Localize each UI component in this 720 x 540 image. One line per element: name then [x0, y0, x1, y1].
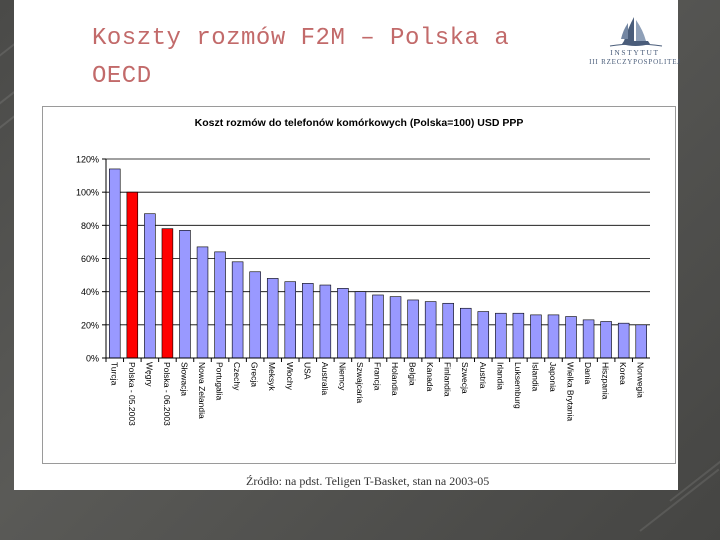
x-axis-labels: Turcja Polska - 05.2003 Węgry Polska - 06.2…	[105, 358, 646, 426]
x-tick-label: Turcja	[109, 362, 119, 386]
bar-3	[161, 228, 174, 359]
bar-24	[530, 314, 542, 359]
bar-29	[617, 322, 630, 359]
slide-page: Koszty rozmów F2M – Polska a OECD INSTYT…	[14, 0, 680, 490]
bar-4	[179, 230, 191, 359]
bar-2	[144, 213, 156, 359]
bar-0	[109, 168, 121, 359]
x-tick-label: USA	[302, 362, 312, 380]
y-tick-label: 120%	[76, 155, 99, 165]
x-tick-label: Austria	[478, 362, 488, 389]
y-tick-label: 20%	[81, 320, 99, 330]
y-tick-label: 80%	[81, 221, 99, 231]
x-tick-label: Japonia	[548, 362, 558, 392]
bar-19	[442, 302, 454, 359]
source-note: Źródło: na pdst. Teligen T-Basket, stan …	[246, 474, 490, 488]
x-tick-label: Luksemburg	[513, 362, 523, 409]
chart-bars	[109, 168, 647, 359]
bar-23	[512, 312, 525, 359]
chart-gridlines	[106, 158, 650, 326]
x-tick-label: Nowa Zelandia	[197, 362, 207, 419]
x-tick-label: Czechy	[232, 362, 242, 391]
chart-frame: Koszt rozmów do telefonów komórkowych (P…	[42, 106, 676, 464]
bar-16	[389, 296, 402, 359]
institute-logo: INSTYTUT III RZECZYPOSPOLITEJ	[570, 14, 700, 72]
y-tick-label: 100%	[76, 188, 99, 198]
bar-14	[354, 291, 367, 359]
bar-20	[460, 307, 472, 359]
y-tick-label: 0%	[86, 354, 99, 364]
y-axis-ticks: 0% 20% 40% 60% 80% 100% 120%	[76, 155, 106, 364]
x-tick-label: Irlandia	[495, 362, 505, 390]
x-tick-label: Wielka Brytania	[566, 362, 576, 421]
x-tick-label: Polska - 05.2003	[127, 362, 137, 426]
x-tick-label: Korea	[618, 362, 628, 385]
x-tick-label: Szwecja	[460, 362, 470, 394]
bar-chart: Koszt rozmów do telefonów komórkowych (P…	[76, 117, 650, 426]
x-tick-label: Finlandia	[443, 362, 453, 397]
x-tick-label: Meksyk	[267, 362, 277, 392]
bar-10	[284, 281, 296, 359]
bar-18	[424, 301, 437, 359]
bar-26	[565, 316, 577, 359]
bar-15	[372, 294, 384, 359]
ship-icon	[609, 17, 663, 47]
x-tick-label: Polska - 06.2003	[162, 362, 172, 426]
x-tick-label: Niemcy	[337, 362, 347, 391]
bar-1	[126, 191, 139, 359]
chart-title: Koszt rozmów do telefonów komórkowych (P…	[195, 117, 524, 129]
x-tick-label: Norwegia	[636, 362, 646, 398]
x-tick-label: Szwajcaria	[355, 362, 365, 403]
bar-13	[337, 288, 349, 359]
x-tick-label: Słowacja	[179, 362, 189, 396]
x-tick-label: Australia	[320, 362, 330, 395]
bar-17	[407, 299, 419, 359]
bar-7	[231, 261, 244, 359]
bar-8	[249, 271, 261, 359]
bar-5	[196, 246, 209, 359]
x-tick-label: Węgry	[144, 362, 154, 387]
x-tick-label: Włochy	[285, 362, 295, 391]
logo-text-line1: INSTYTUT	[610, 48, 660, 57]
y-tick-label: 40%	[81, 287, 99, 297]
bar-12	[319, 284, 332, 359]
bar-11	[302, 283, 314, 359]
slide-title: Koszty rozmów F2M – Polska a OECD	[92, 25, 510, 90]
bar-30	[635, 324, 647, 359]
x-tick-label: Holandia	[390, 362, 400, 396]
x-tick-label: Kanada	[425, 362, 435, 392]
bar-27	[582, 319, 595, 359]
bar-22	[495, 312, 507, 359]
logo-text-line2: III RZECZYPOSPOLITEJ	[589, 58, 681, 66]
x-tick-label: Islandia	[530, 362, 540, 392]
x-tick-label: Hiszpania	[601, 362, 611, 400]
bar-21	[477, 311, 490, 359]
x-tick-label: Belgia	[408, 362, 418, 386]
x-tick-label: Portugalia	[215, 362, 225, 401]
bar-25	[547, 314, 560, 359]
y-tick-label: 60%	[81, 254, 99, 264]
x-tick-label: Grecja	[250, 362, 260, 387]
bar-28	[600, 321, 612, 359]
bar-6	[214, 251, 226, 359]
x-tick-label: Francja	[373, 362, 383, 391]
x-tick-label: Dania	[583, 362, 593, 384]
bar-9	[266, 278, 279, 359]
